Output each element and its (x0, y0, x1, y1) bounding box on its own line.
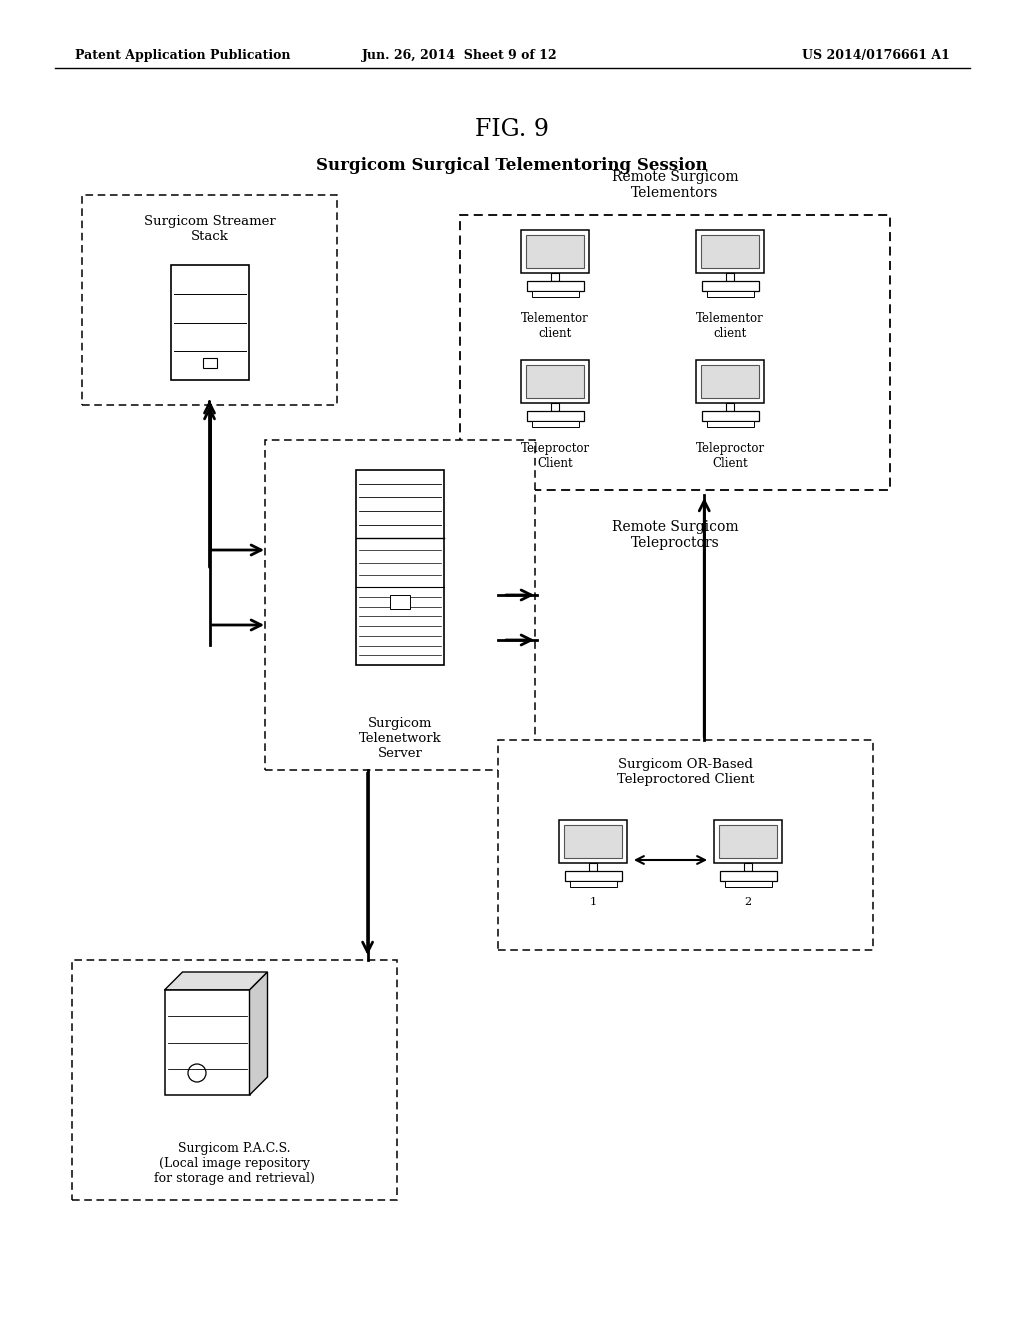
Text: Remote Surgicom
Telementors: Remote Surgicom Telementors (611, 170, 738, 201)
Bar (564, 825, 622, 858)
Bar (265, 440, 535, 770)
Text: Teleproctor
Client: Teleproctor Client (520, 442, 590, 470)
Text: Telementor
client: Telementor client (521, 312, 589, 341)
Text: Patent Application Publication: Patent Application Publication (75, 49, 291, 62)
Polygon shape (165, 972, 267, 990)
Bar (390, 595, 410, 609)
Bar (551, 403, 559, 411)
Text: Surgicom
Telenetwork
Server: Surgicom Telenetwork Server (358, 717, 441, 760)
Bar (171, 265, 249, 380)
Text: Teleproctor
Client: Teleproctor Client (695, 442, 765, 470)
Text: Surgicom Streamer
Stack: Surgicom Streamer Stack (143, 215, 275, 243)
Bar (526, 366, 584, 399)
Bar (720, 871, 776, 880)
Bar (726, 273, 734, 281)
Bar (744, 863, 752, 871)
Bar (707, 421, 754, 426)
Text: Surgicom OR-Based
Teleproctored Client: Surgicom OR-Based Teleproctored Client (616, 758, 755, 785)
Text: Surgicom P.A.C.S.
(Local image repository
for storage and retrieval): Surgicom P.A.C.S. (Local image repositor… (154, 1142, 315, 1185)
Bar (526, 281, 584, 290)
Text: FIG. 9: FIG. 9 (475, 119, 549, 141)
Bar (526, 235, 584, 268)
Text: 1: 1 (590, 898, 597, 907)
Bar (72, 960, 397, 1200)
Bar (701, 235, 759, 268)
Text: 2: 2 (744, 898, 752, 907)
Bar (559, 820, 627, 863)
Bar (701, 366, 759, 399)
Bar (82, 195, 337, 405)
Bar (726, 403, 734, 411)
Bar (701, 411, 759, 421)
Bar (531, 421, 579, 426)
Bar (203, 358, 216, 368)
Polygon shape (250, 972, 267, 1096)
Bar (714, 820, 782, 863)
Bar (725, 880, 771, 887)
Bar (707, 290, 754, 297)
Text: Remote Surgicom
Teleproctors: Remote Surgicom Teleproctors (611, 520, 738, 550)
Text: Surgicom Surgical Telementoring Session: Surgicom Surgical Telementoring Session (316, 157, 708, 173)
Bar (356, 470, 444, 665)
Bar (696, 360, 764, 403)
Bar (498, 741, 873, 950)
Bar (531, 290, 579, 297)
Bar (589, 863, 597, 871)
Bar (569, 880, 616, 887)
Bar (564, 871, 622, 880)
Bar (719, 825, 777, 858)
Bar (696, 230, 764, 273)
Bar (460, 215, 890, 490)
Text: Telementor
client: Telementor client (696, 312, 764, 341)
Bar (521, 230, 589, 273)
Text: US 2014/0176661 A1: US 2014/0176661 A1 (802, 49, 950, 62)
Bar (701, 281, 759, 290)
Bar (551, 273, 559, 281)
Bar (165, 990, 250, 1096)
Bar (521, 360, 589, 403)
Text: Jun. 26, 2014  Sheet 9 of 12: Jun. 26, 2014 Sheet 9 of 12 (362, 49, 558, 62)
Bar (526, 411, 584, 421)
